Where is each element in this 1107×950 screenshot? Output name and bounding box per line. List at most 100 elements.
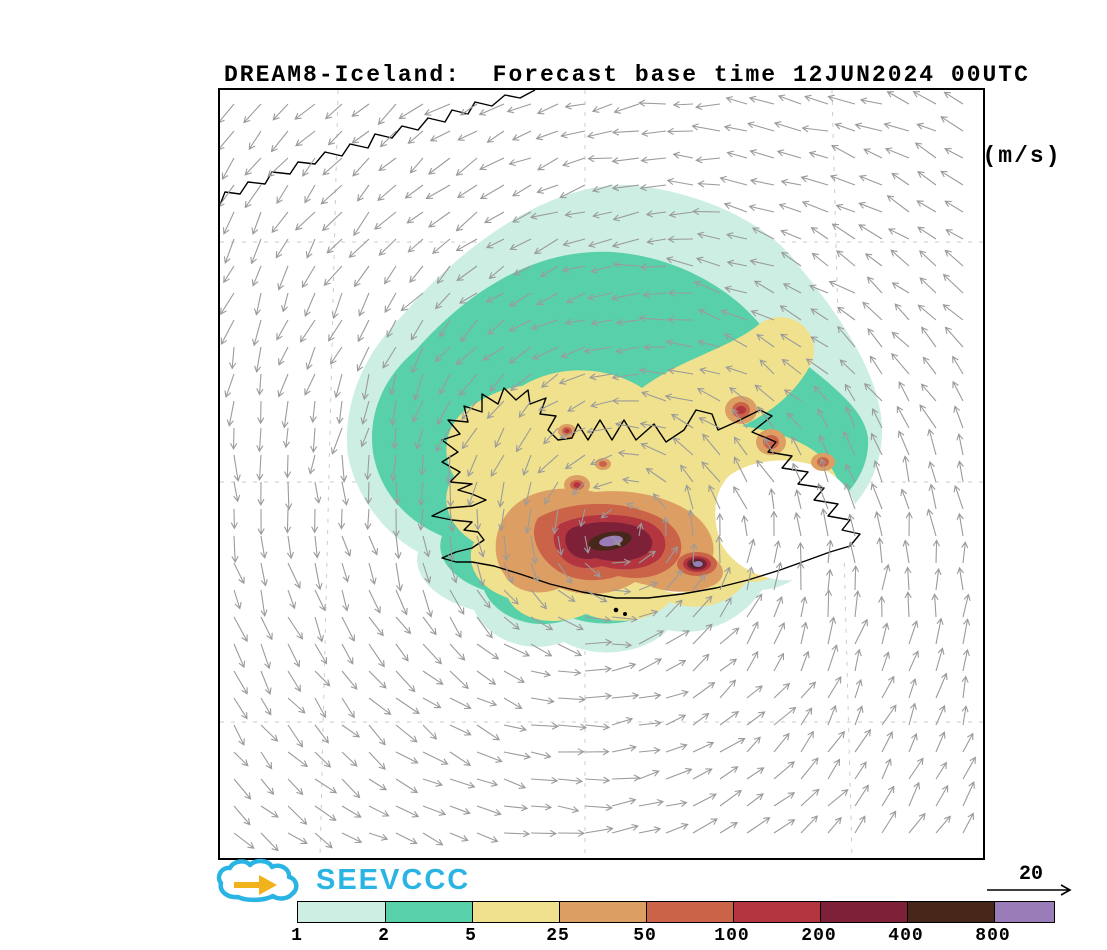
wind-arrow — [309, 400, 317, 424]
wind-arrow — [260, 832, 279, 852]
wind-arrow — [536, 103, 559, 115]
wind-arrow — [584, 748, 610, 756]
wind-arrow — [584, 562, 602, 578]
wind-arrow — [374, 211, 397, 230]
wind-arrow — [417, 508, 425, 532]
wind-arrow — [800, 815, 819, 834]
wind-arrow — [773, 121, 802, 132]
wind-arrow — [611, 373, 640, 381]
wind-arrow — [749, 258, 775, 267]
wind-arrow — [537, 454, 559, 474]
wind-arrow — [611, 692, 640, 700]
wind-arrow — [506, 103, 532, 114]
wind-arrow — [639, 183, 667, 192]
wind-arrow — [886, 195, 910, 213]
wind-arrow — [233, 724, 245, 746]
wind-arrow — [515, 427, 532, 453]
wind-arrow — [917, 304, 937, 321]
wind-arrow — [800, 175, 829, 186]
wind-arrow — [287, 589, 297, 610]
wind-arrow — [719, 566, 731, 591]
island-dot — [623, 612, 628, 617]
wind-arrow — [611, 797, 637, 807]
wind-arrow — [638, 367, 667, 375]
wind-arrow — [584, 665, 613, 673]
wind-arrow — [847, 513, 856, 537]
colorbar-segment — [820, 902, 907, 922]
wind-arrow — [254, 346, 262, 374]
wind-arrow — [379, 130, 397, 148]
wind-arrow — [422, 778, 444, 787]
wind-arrow — [543, 427, 559, 445]
wind-arrow — [615, 318, 640, 326]
wind-arrow — [749, 149, 775, 159]
wind-arrow — [800, 596, 808, 618]
wind-arrow — [244, 184, 262, 209]
wind-arrow — [557, 562, 573, 585]
wind-arrow — [260, 724, 279, 742]
wind-arrow — [395, 562, 404, 592]
wind-arrow — [461, 427, 478, 450]
wind-arrow — [509, 238, 532, 251]
wind-arrow — [611, 184, 640, 192]
wind-arrow — [364, 508, 372, 531]
wind-arrow — [324, 103, 343, 120]
wind-arrow — [881, 563, 891, 591]
wind-arrow — [422, 724, 438, 740]
seevccc-wordmark: SEEVCCC — [316, 864, 471, 896]
wind-arrow — [398, 103, 424, 120]
wind-arrow — [898, 381, 910, 402]
wind-arrow — [511, 130, 532, 141]
wind-arrow — [641, 390, 667, 402]
wind-arrow — [530, 535, 539, 565]
wind-arrow — [719, 711, 740, 726]
wind-scale-label: 20 — [1019, 863, 1043, 886]
wind-arrow — [731, 408, 748, 429]
wind-arrow — [422, 697, 442, 709]
wind-arrow — [565, 292, 586, 304]
wind-arrow — [646, 237, 667, 245]
wind-arrow — [535, 130, 559, 141]
wind-arrow — [724, 285, 748, 294]
wind-arrow — [336, 400, 344, 425]
wind-arrow — [368, 751, 386, 771]
wind-arrow — [733, 485, 748, 510]
wind-arrow — [810, 308, 829, 321]
wind-arrow — [233, 562, 245, 585]
wind-arrow — [311, 508, 319, 534]
wind-arrow — [284, 454, 292, 479]
wind-arrow — [368, 805, 390, 817]
map-svg — [220, 90, 983, 858]
wind-arrow — [638, 798, 665, 807]
wind-arrow — [611, 558, 632, 566]
wind-arrow — [460, 319, 478, 343]
wind-arrow — [357, 319, 370, 343]
wind-arrow — [829, 174, 856, 186]
wind-arrow — [831, 223, 856, 240]
wind-arrow — [672, 101, 694, 109]
wind-arrow — [530, 829, 558, 838]
wind-arrow — [446, 481, 455, 508]
wind-arrow — [425, 184, 451, 199]
wind-arrow — [228, 346, 237, 370]
wind-arrow — [914, 142, 937, 159]
wind-arrow — [503, 751, 532, 760]
wind-arrow — [503, 670, 525, 683]
wind-arrow — [356, 346, 370, 372]
wind-arrow — [891, 331, 910, 348]
wind-arrow — [748, 95, 775, 105]
wind-arrow — [395, 697, 420, 715]
wind-arrow — [417, 481, 425, 507]
wind-arrow — [341, 562, 350, 583]
wind-arrow — [551, 508, 559, 535]
wind-arrow — [791, 435, 802, 456]
wind-arrow — [455, 157, 478, 177]
wind-arrow — [220, 130, 235, 150]
wind-arrow — [388, 373, 397, 396]
wind-arrow — [854, 815, 866, 834]
wind-arrow — [863, 148, 883, 159]
wind-arrow — [223, 238, 235, 264]
wind-arrow — [341, 643, 354, 665]
wind-arrow — [695, 156, 721, 164]
wind-arrow — [692, 207, 721, 216]
